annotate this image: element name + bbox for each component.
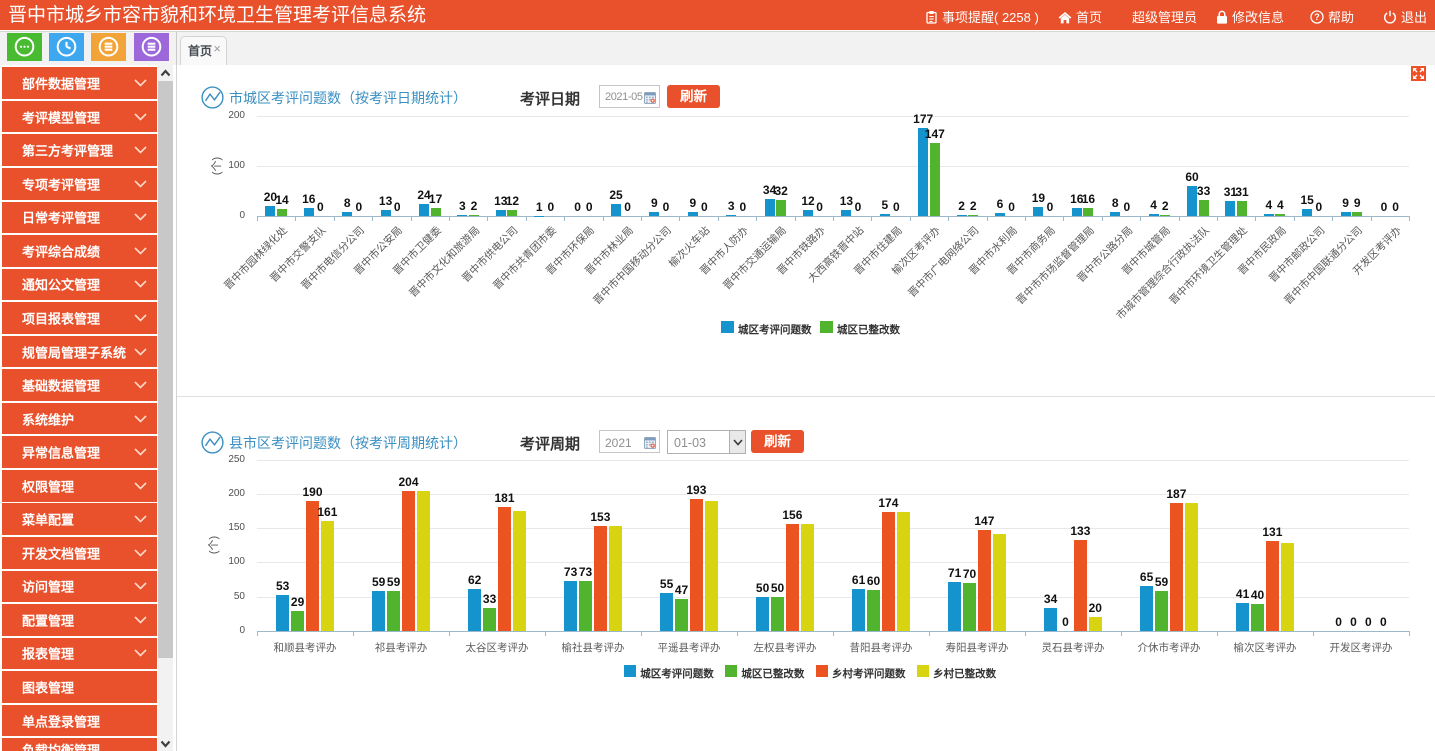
svg-text:?: ? — [1314, 12, 1320, 22]
